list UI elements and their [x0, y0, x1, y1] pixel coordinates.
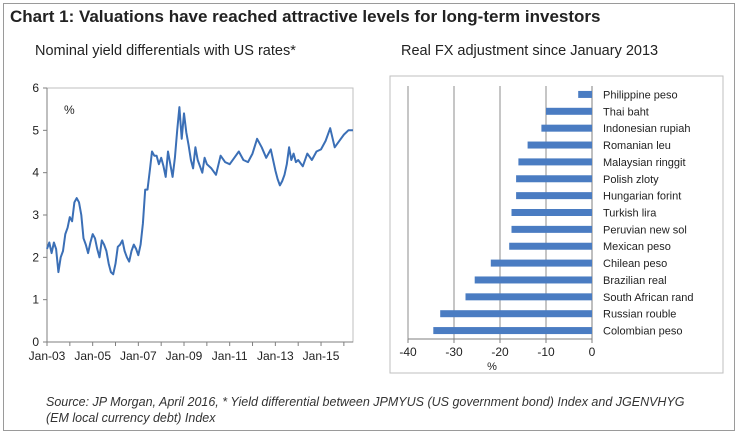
category-label: Philippine peso [603, 89, 678, 101]
bar [516, 175, 592, 183]
x-tick-label: Jan-05 [74, 349, 111, 363]
x-tick-label: -20 [491, 345, 509, 359]
x-tick-label: -10 [537, 345, 555, 359]
y-tick-label: 1 [32, 293, 39, 307]
category-label: Brazilian real [603, 275, 667, 287]
x-tick-label: Jan-03 [29, 349, 66, 363]
source-note: Source: JP Morgan, April 2016, * Yield d… [46, 395, 685, 425]
x-tick-label: Jan-11 [212, 349, 248, 363]
bar [465, 293, 592, 301]
category-label: Chilean peso [603, 258, 667, 270]
bar [516, 192, 592, 200]
x-tick-label: Jan-13 [257, 349, 294, 363]
category-label: Indonesian rupiah [603, 123, 690, 135]
bar [490, 259, 592, 267]
y-tick-label: 2 [32, 250, 39, 264]
category-label: Romanian leu [603, 140, 671, 152]
page-title: Chart 1: Valuations have reached attract… [10, 7, 601, 26]
bar [433, 327, 592, 335]
bar [578, 90, 592, 98]
category-label: Hungarian forint [603, 191, 681, 203]
line-chart-title: Nominal yield differentials with US rate… [35, 43, 296, 59]
category-label: Malaysian ringgit [603, 157, 686, 169]
y-tick-label: 5 [32, 123, 39, 137]
bar [541, 124, 592, 132]
category-label: Polish zloty [603, 174, 659, 186]
category-label: Russian rouble [603, 309, 676, 321]
x-tick-label: Jan-09 [166, 349, 203, 363]
bar-chart-title: Real FX adjustment since January 2013 [401, 43, 659, 59]
category-label: Turkish lira [603, 208, 657, 220]
bar-chart-border [389, 75, 724, 374]
unit-label: % [64, 103, 75, 117]
y-tick-label: 0 [32, 335, 39, 349]
y-tick-label: 6 [32, 81, 39, 95]
bar [474, 276, 592, 284]
category-label: Mexican peso [603, 241, 671, 253]
bar [511, 225, 592, 233]
bar [509, 242, 592, 250]
x-axis-label: % [487, 361, 497, 373]
bar [527, 141, 592, 149]
category-label: Peruvian new sol [603, 224, 687, 236]
x-tick-label: Jan-15 [303, 349, 340, 363]
figure-frame [3, 3, 735, 431]
x-tick-label: -30 [445, 345, 463, 359]
yield-differential-line [46, 106, 353, 276]
bar [440, 310, 592, 318]
category-label: Thai baht [603, 106, 649, 118]
y-tick-label: 4 [32, 166, 39, 180]
x-tick-label: -40 [399, 345, 417, 359]
x-tick-label: 0 [589, 345, 596, 359]
bar [511, 209, 592, 216]
bar [546, 107, 592, 115]
line-plot-area [46, 87, 354, 343]
bar [518, 158, 592, 166]
category-label: South African rand [603, 292, 694, 304]
x-tick-label: Jan-07 [120, 349, 157, 363]
category-label: Colombian peso [603, 326, 683, 338]
y-tick-label: 3 [32, 208, 39, 222]
